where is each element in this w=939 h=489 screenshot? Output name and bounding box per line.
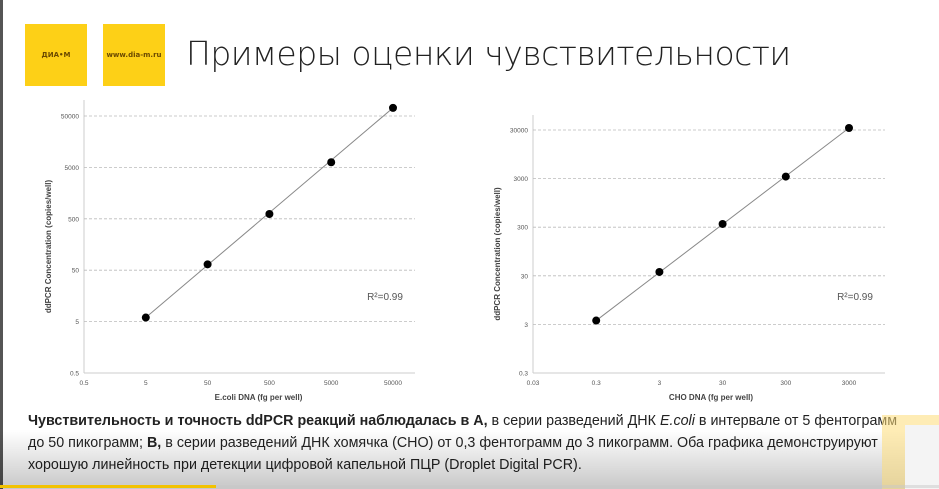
data-point [389,103,397,112]
x-tick-label: 300 [780,380,791,387]
video-progress-bar[interactable] [0,485,939,488]
x-axis-label: E.coli DNA (fg per well) [215,393,303,402]
x-tick-label: 3 [658,380,662,387]
y-tick-label: 30 [521,273,529,280]
x-tick-label: 3000 [842,380,857,387]
caption-italic: E.coli [659,413,695,429]
data-point [203,260,212,269]
y-tick-label: 3000 [514,176,529,183]
data-point [845,123,853,132]
r-squared-annotation: R²=0.99 [837,292,873,303]
x-tick-label: 500 [264,380,275,387]
y-tick-label: 3 [524,322,528,329]
caption-bold-b: B, [146,435,162,451]
dia-m-logo: ДИА•М [25,24,87,86]
caption-text: в интервале от 5 фентограмм до 50 пикогр… [28,413,898,451]
caption-text: в серии разведений ДНК хомячка (СНО) от … [28,435,878,473]
y-tick-label: 30000 [510,128,528,135]
logo-text: ДИА•М [41,51,71,59]
y-tick-label: 0.3 [519,371,528,378]
caption-text: в серии разведений ДНК [487,413,660,429]
y-axis-label: ddPCR Concentration (copies/well) [493,187,502,321]
x-tick-label: 5 [144,380,148,387]
data-point [655,267,664,276]
y-tick-label: 50 [72,268,80,275]
logo-text: www.dia-m.ru [106,51,162,59]
data-point [718,219,727,228]
chart-a: 0.5 5 50 500 5000 50000 0.5 5 50 500 5000 50000 E.co… [44,100,415,402]
data-point [592,316,601,325]
x-tick-label: 50 [204,380,212,387]
thumbnail-preview [905,425,939,489]
caption: Чувствительность и точность ddPCR реакци… [28,410,908,476]
website-logo: www.dia-m.ru [103,24,165,86]
x-axis-label: CHO DNA (fg per well) [669,393,753,402]
x-tick-label: 5000 [324,380,339,387]
x-tick-label: 50000 [384,380,402,387]
y-tick-label: 50000 [61,114,79,121]
chart-b: 0.3 3 30 300 3000 30000 0.03 0.3 3 30 300 3000 CHO D… [493,115,885,402]
y-tick-label: 5 [75,319,79,326]
r-squared-annotation: R²=0.99 [367,292,403,303]
y-axis-label: ddPCR Concentration (copies/well) [44,179,53,313]
y-tick-label: 500 [68,216,79,223]
data-point [265,209,274,218]
x-tick-label: 0.3 [592,380,601,387]
x-tick-label: 0.5 [79,380,88,387]
data-point [141,313,150,322]
x-tick-label: 0.03 [527,380,540,387]
data-point [781,172,790,181]
slide-border [0,0,3,489]
slide-title: Примеры оценки чувствительности [186,34,791,73]
x-tick-label: 30 [719,380,727,387]
y-tick-label: 0.5 [70,371,79,378]
progress-fill [0,485,216,488]
y-tick-label: 5000 [65,165,80,172]
caption-bold-a: Чувствительность и точность ddPCR реакци… [28,413,488,429]
data-point [327,158,336,167]
y-tick-label: 300 [517,225,528,232]
